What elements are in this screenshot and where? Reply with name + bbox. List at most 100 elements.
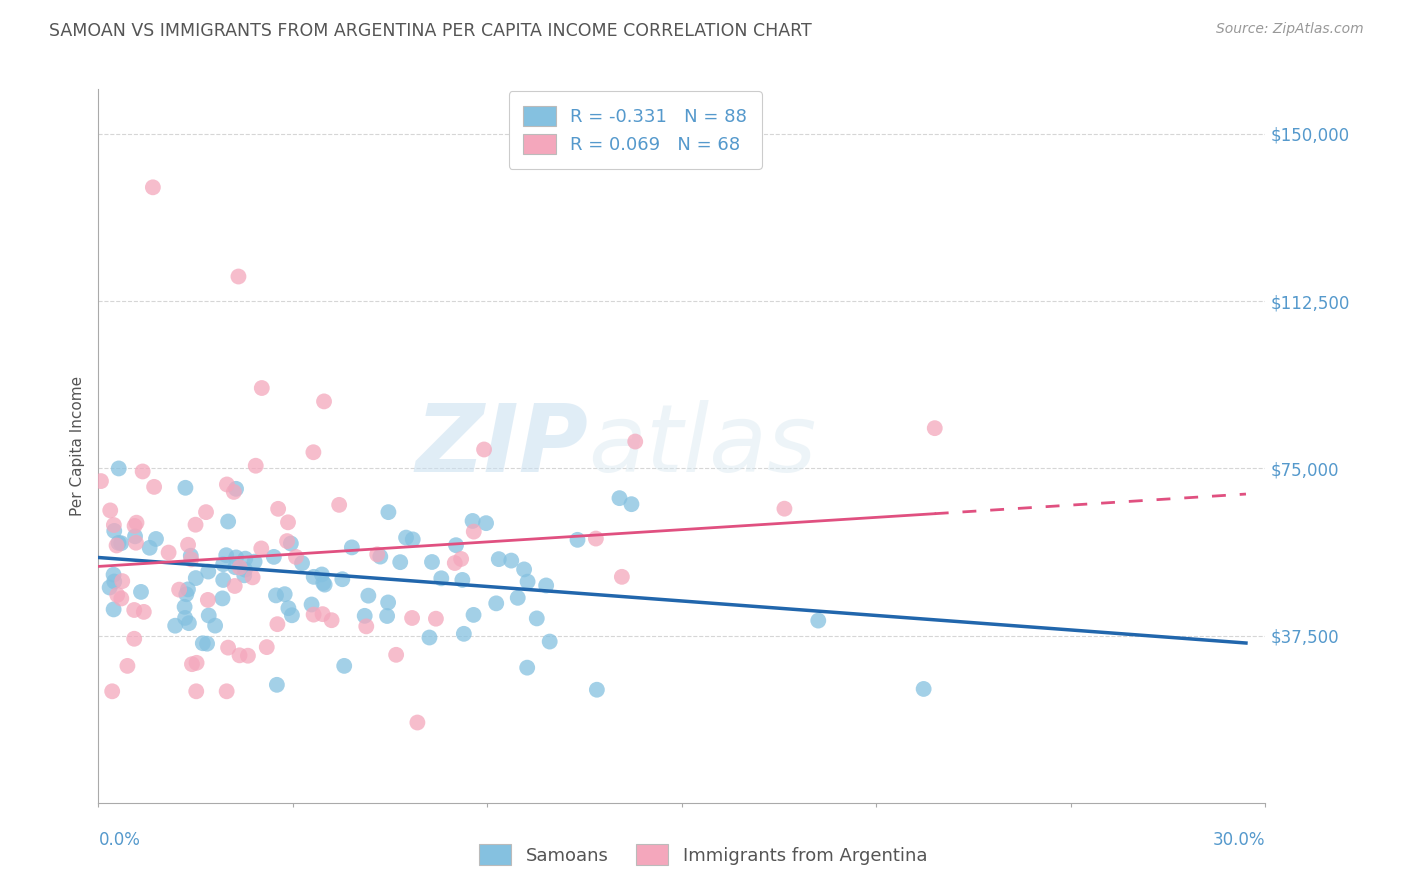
Point	[111, 574, 134, 588]
Point	[263, 549, 285, 564]
Point	[197, 565, 219, 579]
Point	[488, 552, 510, 566]
Point	[353, 608, 375, 623]
Point	[357, 589, 380, 603]
Point	[443, 556, 465, 570]
Point	[204, 618, 226, 632]
Point	[124, 519, 146, 533]
Point	[191, 636, 214, 650]
Point	[266, 678, 288, 692]
Point	[217, 515, 239, 529]
Point	[513, 562, 536, 576]
Point	[90, 474, 112, 488]
Point	[225, 482, 247, 496]
Point	[98, 503, 121, 517]
Legend: R = -0.331   N = 88, R = 0.069   N = 68: R = -0.331 N = 88, R = 0.069 N = 68	[509, 91, 762, 169]
Point	[285, 549, 308, 564]
Point	[174, 611, 197, 625]
Point	[122, 632, 145, 646]
Point	[180, 552, 202, 566]
Point	[212, 573, 235, 587]
Point	[177, 582, 200, 597]
Point	[402, 533, 425, 547]
Point	[314, 577, 336, 591]
Point	[281, 608, 304, 623]
Point	[356, 619, 378, 633]
Point	[233, 551, 256, 566]
Point	[516, 574, 538, 589]
Point	[211, 591, 233, 606]
Text: 0.0%: 0.0%	[98, 831, 141, 849]
Point	[224, 560, 246, 574]
Text: Source: ZipAtlas.com: Source: ZipAtlas.com	[1216, 22, 1364, 37]
Point	[110, 536, 132, 550]
Point	[215, 684, 238, 698]
Point	[242, 570, 264, 584]
Point	[321, 613, 343, 627]
Text: atlas: atlas	[589, 401, 817, 491]
Point	[173, 599, 195, 614]
Point	[506, 591, 529, 605]
Point	[276, 534, 298, 549]
Point	[301, 598, 323, 612]
Point	[98, 581, 121, 595]
Point	[177, 616, 200, 631]
Point	[105, 588, 128, 602]
Point	[197, 608, 219, 623]
Point	[366, 547, 388, 561]
Point	[103, 602, 125, 616]
Point	[215, 477, 238, 491]
Point	[105, 539, 128, 553]
Point	[807, 614, 830, 628]
Point	[302, 570, 325, 584]
Point	[181, 657, 204, 672]
Point	[176, 587, 198, 601]
Point	[277, 516, 299, 530]
Point	[302, 445, 325, 459]
Point	[195, 637, 218, 651]
Point	[385, 648, 408, 662]
Point	[463, 524, 485, 539]
Point	[273, 587, 295, 601]
Point	[333, 658, 356, 673]
Point	[165, 618, 187, 632]
Point	[585, 532, 607, 546]
Point	[340, 541, 363, 555]
Point	[250, 541, 273, 556]
Point	[197, 593, 219, 607]
Point	[277, 601, 299, 615]
Point	[125, 516, 148, 530]
Point	[131, 465, 153, 479]
Point	[228, 648, 250, 663]
Point	[180, 549, 202, 563]
Point	[538, 634, 561, 648]
Point	[157, 545, 180, 559]
Point	[453, 627, 475, 641]
Point	[250, 381, 273, 395]
Point	[401, 611, 423, 625]
Point	[377, 505, 399, 519]
Point	[145, 532, 167, 546]
Point	[186, 656, 208, 670]
Point	[609, 491, 631, 505]
Point	[138, 541, 160, 555]
Point	[501, 553, 523, 567]
Point	[245, 458, 267, 473]
Point	[125, 535, 148, 549]
Point	[101, 684, 124, 698]
Point	[122, 603, 145, 617]
Point	[212, 558, 235, 572]
Point	[107, 536, 129, 550]
Point	[377, 595, 399, 609]
Point	[217, 640, 239, 655]
Point	[924, 421, 946, 435]
Point	[450, 552, 472, 566]
Point	[184, 571, 207, 585]
Point	[124, 529, 146, 543]
Point	[912, 681, 935, 696]
Point	[526, 611, 548, 625]
Point	[302, 607, 325, 622]
Point	[143, 480, 166, 494]
Legend: Samoans, Immigrants from Argentina: Samoans, Immigrants from Argentina	[471, 837, 935, 872]
Point	[233, 568, 256, 582]
